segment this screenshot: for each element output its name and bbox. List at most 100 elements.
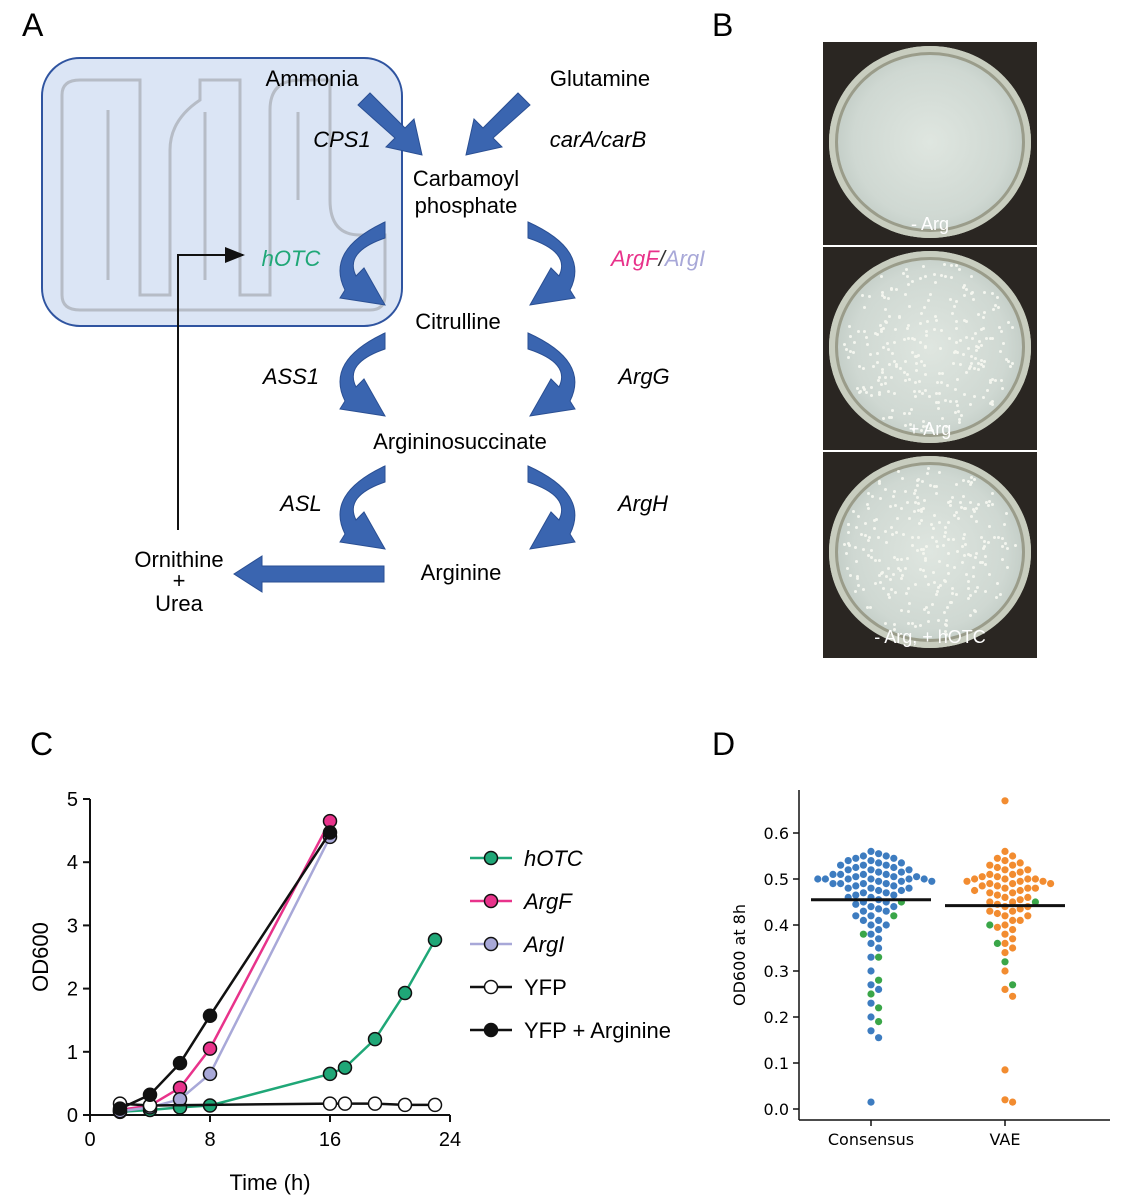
colony-dot [945,618,949,622]
colony-dot [958,500,962,504]
colony-dot [969,593,973,597]
colony-dot [1000,329,1004,333]
colony-dot [939,347,943,351]
colony-dot [950,600,954,604]
colony-dot [939,328,943,332]
plate-photo-3: - Arg, + hOTC [823,452,1037,658]
colony-dot [957,517,961,521]
colony-dot [896,567,900,571]
colony-dot [877,574,881,578]
colony-dot [976,586,980,590]
swarm-point [1001,930,1009,938]
colony-dot [886,593,890,597]
colony-dot [989,337,993,341]
colony-dot [911,535,915,539]
swarm-point [867,930,875,938]
data-point [397,1097,413,1113]
colony-dot [964,287,968,291]
colony-dot [966,553,970,557]
colony-dot [858,365,862,369]
colony-dot [919,321,923,325]
colony-dot [944,629,948,633]
swarm-point [993,939,1002,948]
colony-dot [888,595,892,599]
swarm-point [1024,912,1032,920]
colony-dot [1001,341,1005,345]
arrow-glutamine [465,92,531,156]
colony-dot [955,404,959,408]
legend-marker [483,893,499,909]
colony-dot [1001,537,1005,541]
colony-dot [877,482,881,486]
panel-label-b: B [712,7,733,43]
swarm-point [1009,1098,1017,1106]
swarm-point [875,886,883,895]
swarm-point [978,873,986,881]
swarm-point [1031,884,1039,892]
colony-dot [903,424,907,428]
colony-dot [970,514,974,518]
legend-marker [483,1022,499,1038]
swarm-point [844,884,852,892]
swarm-point [867,1027,875,1035]
swarm-point [867,847,875,856]
colony-dot [846,542,850,546]
colony-dot [923,608,927,612]
swarm-point [1016,859,1024,867]
colony-dot [891,352,895,356]
colony-dot [904,359,908,363]
colony-dot [861,587,865,591]
swarm-point [1001,1066,1009,1074]
colony-dot [911,351,915,355]
colony-dot [983,563,987,567]
colony-dot [848,325,852,329]
colony-dot [955,400,959,404]
colony-dot [911,428,915,432]
colony-dot [890,415,894,419]
colony-dot [856,575,860,579]
colony-dot [949,297,953,301]
colony-dot [928,293,932,297]
colony-dot [920,507,924,511]
colony-dot [843,542,847,546]
colony-dot [847,523,851,527]
colony-dot [960,561,964,565]
colony-dot [913,501,917,505]
colony-dot [936,381,940,385]
swarm-point [1001,985,1009,994]
colony-dot [1007,359,1011,363]
data-point [202,1066,218,1082]
colony-dot [922,498,926,502]
colony-dot [884,488,888,492]
colony-dot [990,402,994,406]
colony-dot [872,527,876,531]
colony-dot [873,581,877,585]
data-point [337,1060,353,1075]
colony-dot [908,411,912,415]
colony-dot [970,355,974,359]
colony-dot [873,519,877,523]
series-line [119,939,437,1114]
colony-dot [855,386,859,390]
colony-dot [983,360,987,364]
colony-dot [967,586,971,590]
colony-dot [927,394,931,398]
label-plus: + [173,568,186,593]
swarm-point [875,868,883,876]
colony-dot [972,508,976,512]
swarm-point [837,861,845,869]
colony-dot [890,409,894,413]
legend-marker [483,936,499,952]
swarm-point [1001,939,1009,948]
x-tick-label: 8 [204,1129,215,1151]
swarm-point [1001,884,1009,892]
colony-dot [932,514,936,518]
swarm-point [837,870,845,879]
swarm-point [993,873,1002,881]
colony-dot [884,621,888,625]
data-point [397,985,413,1001]
colony-dot [943,274,947,278]
colony-dot [904,567,908,571]
colony-dot [950,312,954,316]
colony-dot [902,337,906,341]
